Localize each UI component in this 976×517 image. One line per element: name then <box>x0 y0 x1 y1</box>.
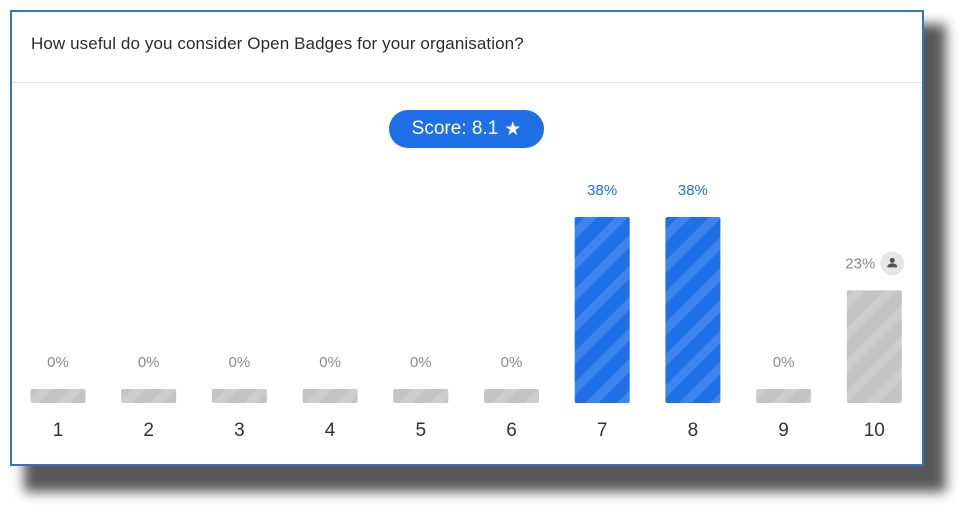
question-title: How useful do you consider Open Badges f… <box>31 34 524 53</box>
bar-5 <box>393 389 449 403</box>
value-label-9: 0% <box>773 354 795 371</box>
card-header: How useful do you consider Open Badges f… <box>12 12 922 83</box>
question-card: How useful do you consider Open Badges f… <box>10 10 924 466</box>
bar-4 <box>302 389 358 403</box>
category-label-5: 5 <box>416 420 427 441</box>
category-label-9: 9 <box>778 420 789 441</box>
value-label-2: 0% <box>138 354 160 371</box>
bar-1 <box>30 389 86 403</box>
category-label-10: 10 <box>864 420 885 441</box>
bar-9 <box>756 389 812 403</box>
category-label-8: 8 <box>688 420 699 441</box>
bar-10 <box>846 290 902 403</box>
bar-7 <box>574 217 630 403</box>
category-label-3: 3 <box>234 420 245 441</box>
category-label-1: 1 <box>53 420 64 441</box>
value-label-7: 38% <box>587 182 617 199</box>
person-icon[interactable] <box>880 251 905 276</box>
bar-8 <box>665 217 721 403</box>
value-label-5: 0% <box>410 354 432 371</box>
bar-3 <box>211 389 267 403</box>
category-label-4: 4 <box>325 420 336 441</box>
value-label-3: 0% <box>229 354 251 371</box>
bar-2 <box>121 389 177 403</box>
value-label-10: 23% <box>845 255 875 272</box>
score-label: Score: 8.1 <box>411 118 499 139</box>
rating-bar-chart: 0% 1 0% 2 0% 3 0% 4 0% 5 0% 6 38% 7 38% 8 0% 9 23% 10 <box>30 182 905 441</box>
category-label-2: 2 <box>143 420 154 441</box>
category-label-6: 6 <box>506 420 517 441</box>
score-badge: Score: 8.1 ★ <box>389 110 544 148</box>
value-label-4: 0% <box>319 354 341 371</box>
value-label-6: 0% <box>501 354 523 371</box>
bar-6 <box>484 389 539 403</box>
category-label-7: 7 <box>597 420 608 441</box>
value-label-1: 0% <box>47 354 69 371</box>
value-label-8: 38% <box>678 182 708 199</box>
star-icon: ★ <box>504 118 522 140</box>
